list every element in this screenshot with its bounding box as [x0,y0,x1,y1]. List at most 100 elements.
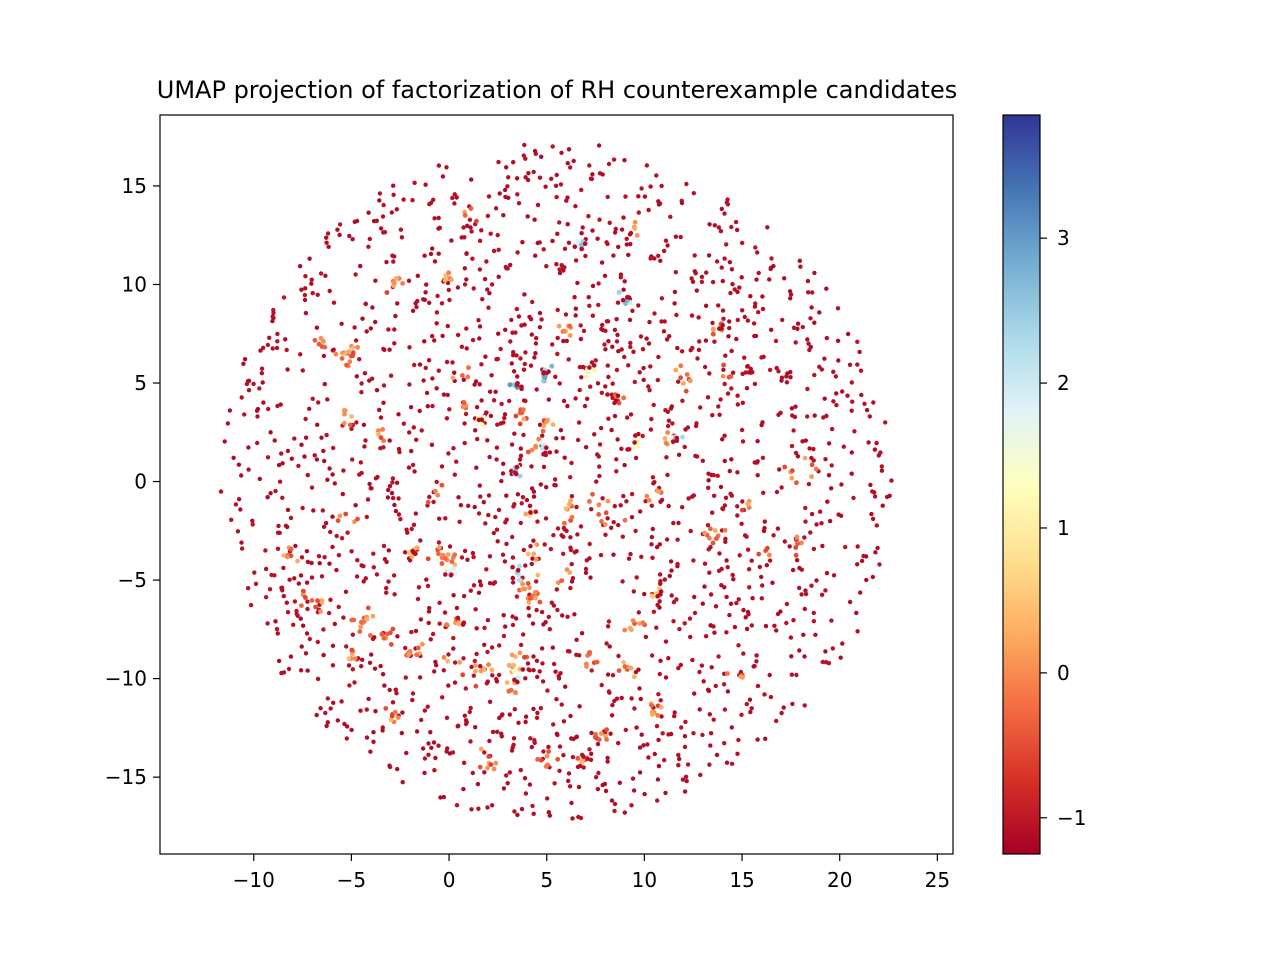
scatter-point [667,334,672,339]
scatter-point [463,721,469,727]
scatter-point [431,499,436,505]
scatter-point [597,171,603,176]
scatter-point [607,644,612,649]
scatter-point [823,660,829,665]
scatter-point [629,627,634,633]
scatter-point [408,405,414,410]
scatter-point [658,698,663,703]
scatter-point [854,610,859,616]
scatter-point [749,558,754,563]
scatter-point [657,605,662,610]
scatter-point [410,691,416,696]
scatter-point [371,551,376,556]
scatter-point [729,457,734,462]
scatter-point [268,430,273,435]
scatter-point [227,408,233,413]
scatter-point [535,202,541,208]
scatter-point [409,448,414,454]
scatter-point [236,497,242,502]
scatter-point [410,308,416,313]
scatter-point [616,668,622,673]
scatter-point [849,408,854,413]
scatter-point [321,448,326,454]
scatter-point [515,492,521,497]
scatter-point [302,292,308,298]
scatter-point [535,240,540,246]
scatter-point [491,530,496,536]
scatter-point [596,502,602,508]
scatter-point [343,589,349,594]
scatter-point [871,400,876,405]
scatter-point [706,485,711,490]
scatter-point [250,522,255,527]
scatter-point [250,518,255,523]
scatter-point [399,235,405,240]
scatter-point [574,637,579,642]
scatter-point [352,680,357,685]
scatter-point [225,421,231,426]
scatter-point [704,270,709,275]
scatter-point [562,246,568,251]
scatter-point [756,310,761,315]
scatter-point [700,732,705,738]
scatter-point [722,256,727,261]
scatter-point [791,325,797,330]
scatter-point [462,440,467,446]
scatter-point [838,513,844,518]
scatter-point [452,552,458,558]
scatter-point [789,672,794,677]
scatter-point [235,529,241,534]
scatter-point [263,566,269,572]
scatter-point [777,467,782,472]
scatter-point [517,473,523,479]
scatter-point [683,774,689,779]
scatter-point [444,622,450,628]
scatter-point [389,713,395,719]
scatter-point [586,295,591,300]
scatter-point [375,474,380,480]
scatter-point [489,282,495,287]
scatter-point [473,663,478,668]
scatter-point [477,267,483,272]
scatter-point [388,630,393,636]
scatter-point [463,411,469,417]
scatter-point [671,600,677,605]
scatter-point [744,701,749,707]
scatter-point [802,455,808,461]
scatter-point [504,541,509,547]
scatter-point [543,184,548,189]
scatter-point [407,430,412,435]
scatter-point [587,499,592,504]
scatter-point [367,378,372,383]
scatter-point [710,540,716,546]
scatter-point [460,373,465,378]
scatter-point [544,264,549,269]
scatter-point [618,272,624,277]
scatter-point [821,415,826,420]
scatter-point [464,251,469,256]
scatter-point [350,667,355,672]
scatter-point [723,495,729,500]
scatter-point [517,650,523,656]
scatter-point [507,712,512,717]
scatter-point [496,507,502,513]
scatter-point [474,465,479,470]
scatter-point [450,195,455,201]
scatter-point [651,402,656,408]
scatter-point [676,379,681,384]
scatter-point [520,240,525,245]
scatter-point [743,615,748,620]
scatter-point [494,457,499,462]
scatter-point [575,239,581,244]
scatter-point [354,374,359,379]
scatter-point [441,392,447,397]
scatter-point [372,635,377,640]
scatter-point [532,217,537,222]
scatter-point [468,739,473,744]
scatter-point [352,219,357,224]
scatter-point [763,623,769,629]
scatter-point [364,616,370,622]
scatter-point [286,666,292,672]
scatter-point [587,541,592,547]
scatter-point [522,654,527,660]
